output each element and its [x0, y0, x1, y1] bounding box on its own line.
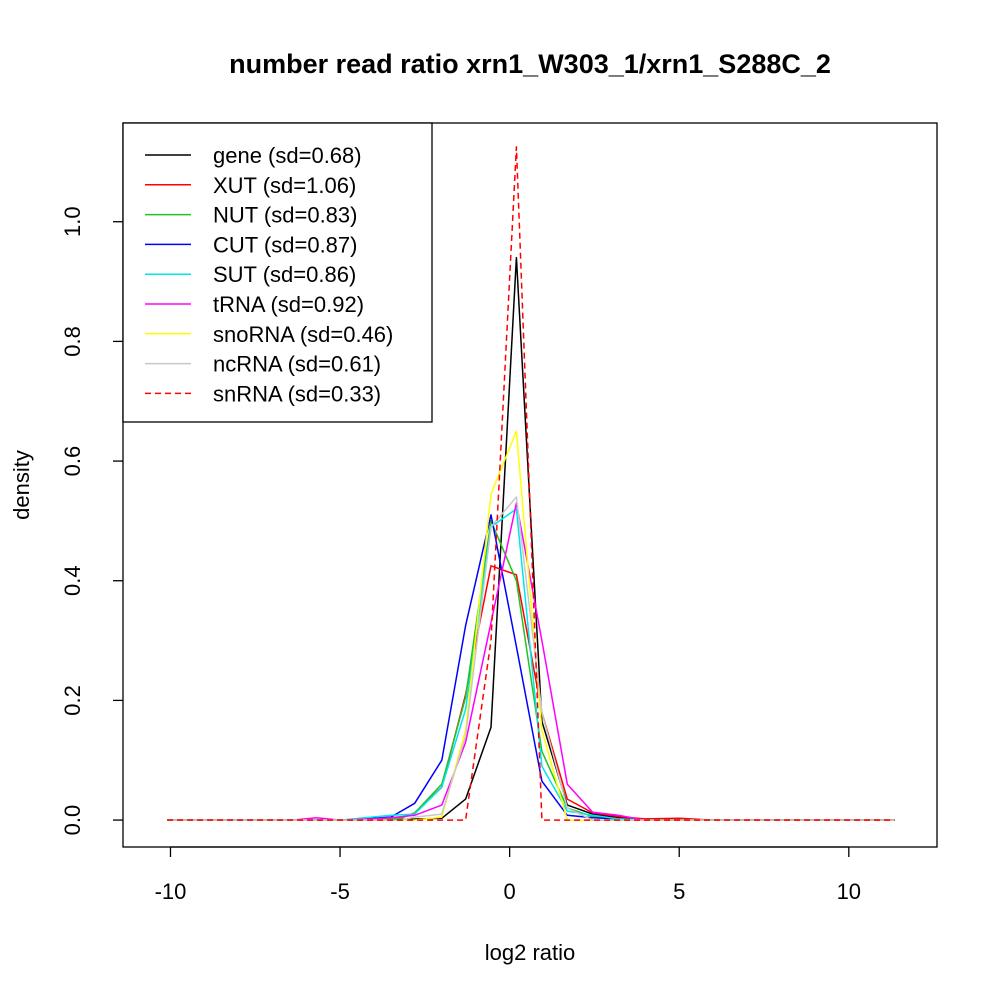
series-layer: [167, 146, 895, 821]
y-tick-label: 0.0: [60, 805, 85, 836]
legend-label: CUT (sd=0.87): [213, 232, 357, 257]
y-tick-label: 0.8: [60, 326, 85, 357]
x-tick-label: 0: [504, 879, 516, 904]
chart-title: number read ratio xrn1_W303_1/xrn1_S288C…: [229, 49, 831, 79]
series-line: [167, 520, 895, 821]
x-axis: -10 -5 0 5 10: [155, 846, 861, 904]
series-line: [167, 146, 895, 821]
series-line: [167, 508, 895, 821]
legend-box: [122, 122, 433, 423]
x-axis-label: log2 ratio: [485, 940, 576, 965]
legend-label: gene (sd=0.68): [213, 143, 362, 168]
legend-label: SUT (sd=0.86): [213, 262, 356, 287]
y-tick-label: 0.6: [60, 446, 85, 477]
y-tick-label: 0.2: [60, 685, 85, 716]
series-line: [167, 430, 895, 821]
legend-label: snoRNA (sd=0.46): [213, 322, 393, 347]
legend-label: snRNA (sd=0.33): [213, 381, 381, 406]
y-axis-label: density: [9, 450, 34, 520]
y-axis: 0.0 0.2 0.4 0.6 0.8 1.0: [60, 206, 123, 835]
x-tick-label: -5: [330, 879, 350, 904]
y-tick-label: 0.4: [60, 565, 85, 596]
x-tick-label: 5: [673, 879, 685, 904]
legend-label: NUT (sd=0.83): [213, 203, 357, 228]
legend-label: ncRNA (sd=0.61): [213, 352, 381, 377]
legend-label: tRNA (sd=0.92): [213, 292, 364, 317]
legend: gene (sd=0.68) XUT (sd=1.06) NUT (sd=0.83)…: [122, 122, 433, 423]
x-tick-label: -10: [155, 879, 187, 904]
y-tick-label: 1.0: [60, 206, 85, 237]
series-line: [167, 514, 895, 821]
legend-label: XUT (sd=1.06): [213, 173, 356, 198]
x-tick-label: 10: [837, 879, 861, 904]
